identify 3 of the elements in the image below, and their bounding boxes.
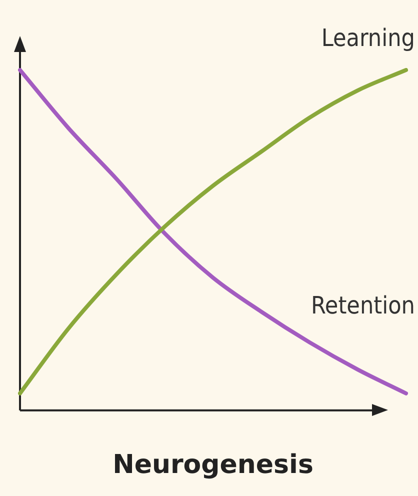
series-label: Learning bbox=[321, 24, 415, 52]
series-label: Retention bbox=[310, 292, 415, 320]
x-axis-title: Neurogenesis bbox=[112, 450, 314, 480]
